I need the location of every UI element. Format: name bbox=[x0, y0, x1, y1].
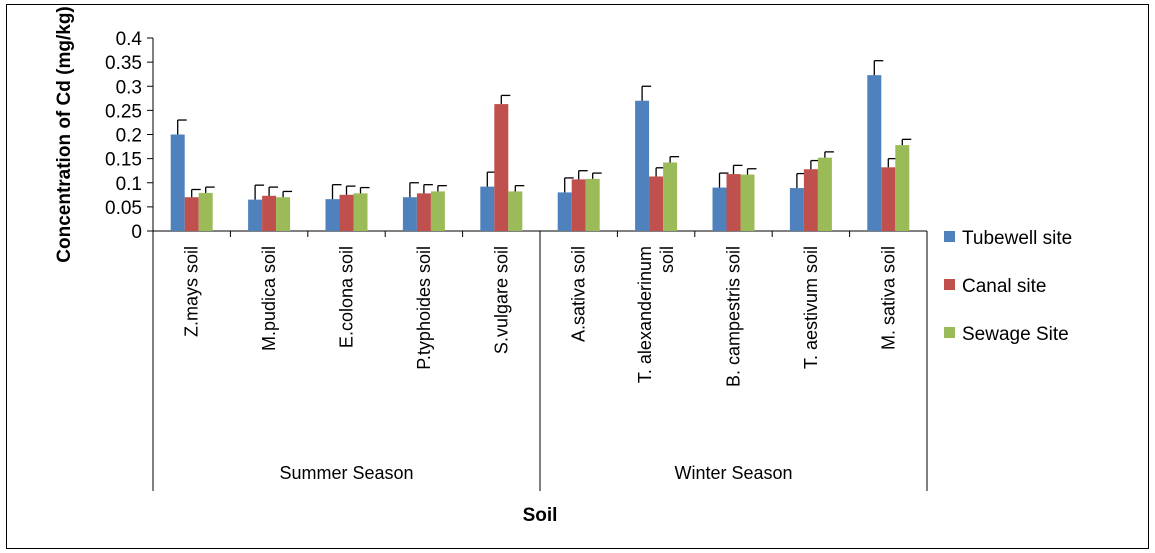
legend-swatch bbox=[944, 231, 955, 242]
bar bbox=[248, 199, 263, 231]
x-axis-title: Soil bbox=[523, 505, 558, 526]
legend-label: Canal site bbox=[962, 276, 1047, 297]
bar bbox=[262, 195, 277, 231]
bar bbox=[198, 192, 213, 231]
bar bbox=[430, 191, 445, 231]
bar bbox=[184, 197, 199, 231]
y-tick-label: 0.05 bbox=[105, 198, 142, 219]
bar bbox=[571, 179, 586, 231]
y-tick-label: 0.35 bbox=[105, 53, 142, 74]
bar bbox=[402, 197, 417, 231]
bar bbox=[867, 75, 882, 231]
bar bbox=[663, 162, 678, 231]
bar bbox=[339, 194, 354, 231]
y-tick-label: 0.4 bbox=[116, 29, 143, 50]
legend-label: Sewage Site bbox=[962, 324, 1069, 345]
x-category-label: P.typhoides soil bbox=[414, 246, 434, 370]
bar bbox=[789, 188, 804, 231]
x-category-label: B. campestris soil bbox=[724, 246, 744, 387]
y-tick-label: 0.1 bbox=[116, 174, 142, 195]
y-tick-label: 0 bbox=[131, 222, 142, 243]
bar bbox=[817, 157, 832, 231]
x-category-label: M. sativa soil bbox=[878, 246, 898, 350]
x-category-label: A.sativa soil bbox=[569, 246, 589, 342]
bar bbox=[557, 192, 572, 231]
y-tick-label: 0.3 bbox=[116, 77, 142, 98]
legend-swatch bbox=[944, 279, 955, 290]
bar bbox=[416, 193, 431, 231]
x-category-label: T. alexanderinum bbox=[635, 246, 655, 383]
bar bbox=[895, 145, 910, 231]
bar bbox=[494, 104, 509, 231]
bar bbox=[712, 187, 727, 231]
x-category-label: E.colona soil bbox=[337, 246, 357, 348]
bar bbox=[740, 174, 755, 231]
bar bbox=[170, 134, 185, 231]
bar bbox=[649, 176, 664, 231]
x-group-label: Winter Season bbox=[674, 463, 792, 483]
x-category-label: T. aestivum soil bbox=[801, 246, 821, 369]
bar bbox=[585, 178, 600, 231]
legend-label: Tubewell site bbox=[962, 228, 1072, 249]
bar bbox=[325, 199, 340, 231]
bar bbox=[480, 186, 495, 231]
legend-swatch bbox=[944, 327, 955, 338]
bar bbox=[508, 191, 523, 231]
y-tick-label: 0.25 bbox=[105, 101, 142, 122]
y-tick-label: 0.15 bbox=[105, 150, 142, 171]
x-category-label: Z.mays soil bbox=[182, 246, 202, 337]
bar bbox=[803, 169, 818, 231]
bar bbox=[276, 197, 291, 231]
y-tick-label: 0.2 bbox=[116, 126, 142, 147]
x-group-label: Summer Season bbox=[279, 463, 413, 483]
x-category-label: S.vulgare soil bbox=[491, 246, 511, 354]
chart-frame bbox=[6, 4, 1149, 549]
x-category-label: M.pudica soil bbox=[259, 246, 279, 351]
y-axis-title: Concentration of Cd (mg/kg) bbox=[54, 6, 75, 262]
bar bbox=[635, 100, 650, 231]
bar bbox=[726, 174, 741, 231]
bar bbox=[353, 193, 368, 231]
x-category-label: soil bbox=[657, 246, 677, 273]
bar bbox=[881, 167, 896, 231]
